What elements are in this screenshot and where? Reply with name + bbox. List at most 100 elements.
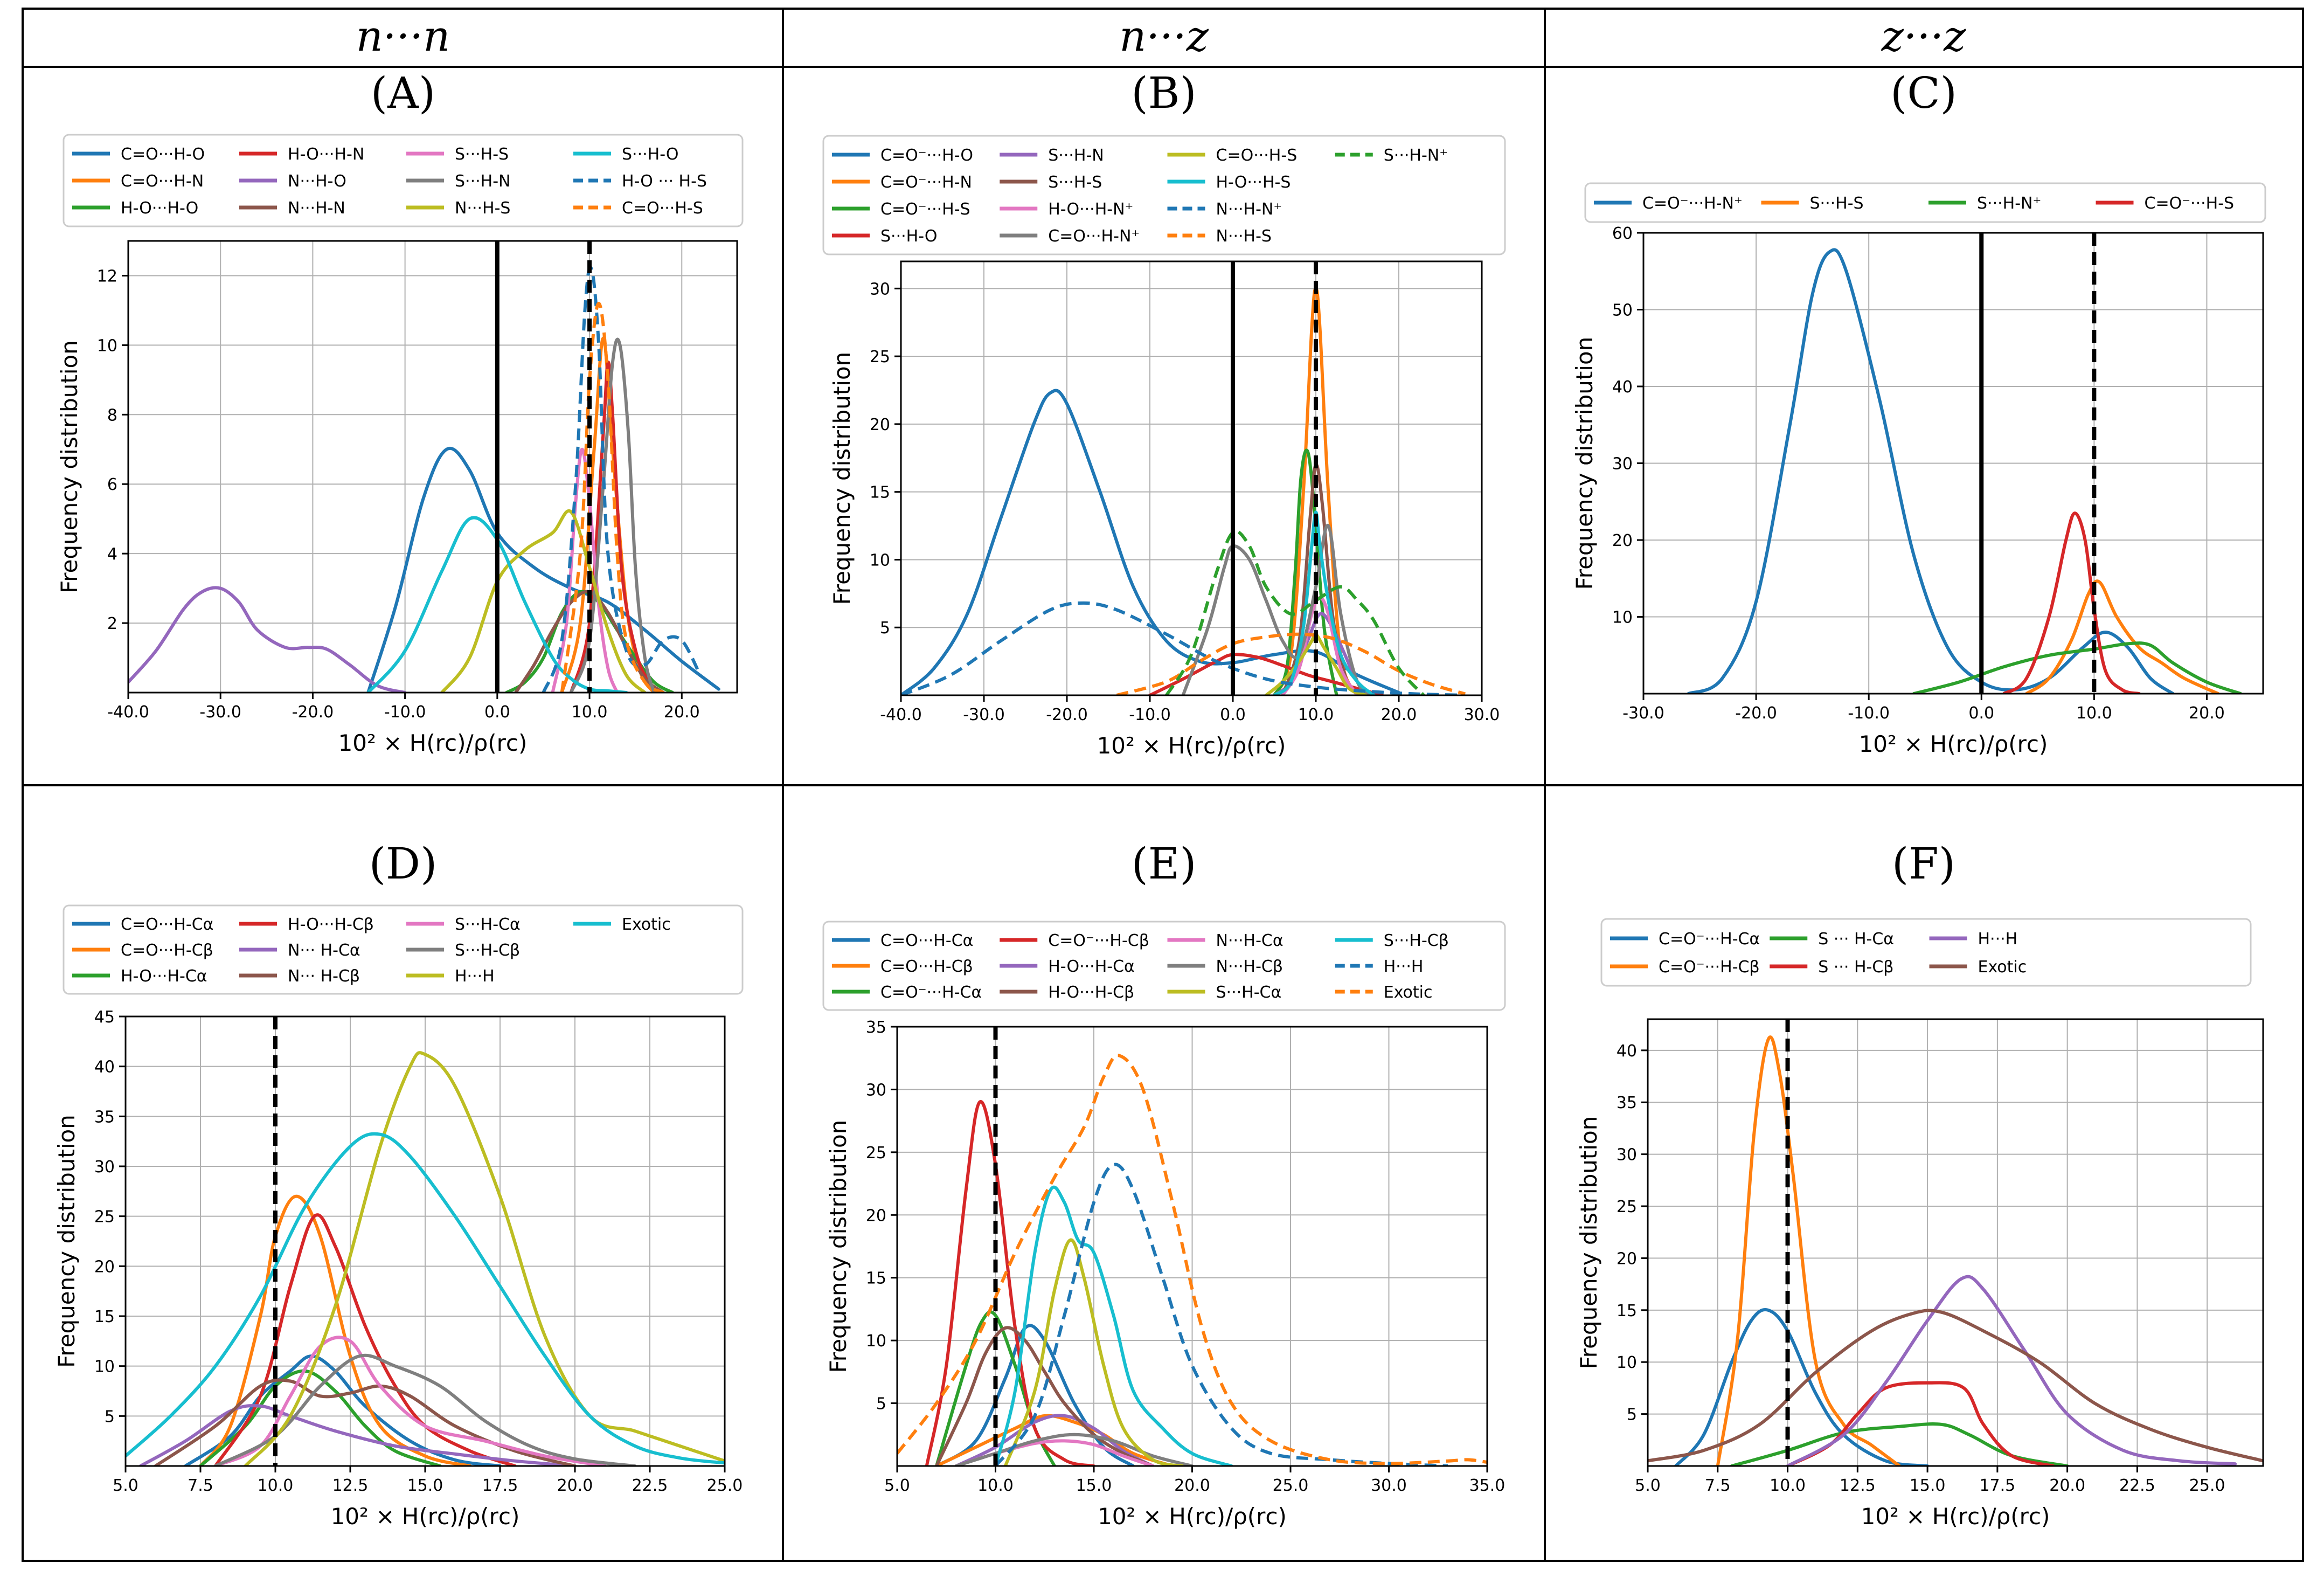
legend: C=O⁻···H-N⁺ S···H-S S···H-N⁺ C=O⁻···H-S [1584,182,2266,223]
series-line [901,389,1400,695]
legend-label: C=O···H-Cβ [880,957,973,976]
x-tick-label: 5.0 [113,1476,138,1495]
y-tick-label: 15 [1617,1302,1637,1320]
legend-label: H···H [455,967,495,986]
legend-label: C=O···H-S [1216,146,1298,165]
x-tick-label: 12.5 [332,1476,369,1495]
x-tick-label: 0.0 [484,703,510,722]
chart-panel-B: (B) -40.0 -30.0 -20.0 -10.0 0.0 10.0 20.0 30.0 5 1… [822,68,1506,759]
y-tick-label: 15 [866,1269,886,1288]
legend-box [822,921,1506,1011]
x-tick-label: 17.5 [482,1476,518,1495]
x-tick-label: 20.0 [1381,706,1417,724]
y-tick-label: 4 [107,545,117,564]
legend-label: S···H-Cα [455,915,521,934]
legend-label: C=O···H-N [121,172,204,191]
y-tick-label: 6 [107,475,117,494]
y-tick-label: 40 [94,1058,115,1077]
y-tick-label: 2 [107,614,117,633]
legend-label: H-O···H-S [1216,173,1291,192]
series-line [1003,1238,1184,1466]
x-axis-label: 10² × H(rᴄ)/ρ(rᴄ) [1098,1503,1287,1530]
series-line [199,1194,472,1466]
legend-label: C=O⁻···H-S [2145,194,2235,213]
x-tick-label: 5.0 [1635,1476,1661,1495]
x-axis-label: 10² × H(rᴄ)/ρ(rᴄ) [1861,1503,2050,1530]
legend-label: C=O···H-O [121,145,205,164]
y-tick-label: 8 [107,406,117,425]
y-tick-label: 30 [870,280,890,299]
legend-label: S···H-N [1048,146,1104,165]
legend-label: Exotic [1384,983,1433,1002]
series-line [551,447,619,693]
series-line [1687,248,2175,694]
series-line [1716,1035,1902,1466]
plot-frame [900,260,1483,696]
plot-frame [1647,1018,2264,1467]
y-tick-label: 60 [1612,224,1633,243]
legend-label: S···H-S [455,145,509,164]
series-line [1273,448,1338,695]
y-tick-label: 10 [1617,1353,1637,1372]
series-line [1148,653,1384,695]
x-tick-label: -30.0 [963,706,1005,724]
y-tick-label: 5 [105,1407,115,1426]
legend: C=O···H-O C=O···H-N H-O···H-O H-O···H-N N···… [63,134,744,227]
y-tick-label: 35 [94,1108,115,1126]
legend-label: H···H [1384,957,1424,976]
series-line [901,601,1466,695]
legend-label: N···H-Cβ [1216,957,1284,976]
y-tick-label: 25 [1617,1198,1637,1216]
legend-label: C=O⁻···H-S [880,200,970,219]
series-line [126,1132,725,1465]
legend-label: N··· H-Cβ [288,967,360,986]
x-tick-label: 25.0 [707,1476,743,1495]
legend-box [63,134,744,227]
y-tick-label: 5 [880,619,890,638]
series-line [994,1185,1233,1466]
series-line [569,337,656,693]
y-tick-label: 5 [1627,1406,1637,1424]
x-tick-label: 5.0 [884,1476,910,1495]
y-tick-label: 25 [94,1208,115,1227]
series-line [213,1353,637,1466]
legend-label: H-O···H-O [121,199,198,218]
legend-label: N···H-S [455,199,510,218]
x-tick-label: 0.0 [1220,706,1246,724]
legend-box [1584,182,2266,223]
x-tick-label: -20.0 [1735,704,1777,723]
y-tick-label: 20 [1617,1249,1637,1268]
panel-title: (E) [1132,839,1197,889]
x-tick-label: 20.0 [2189,704,2225,723]
legend-label: C=O···H-Cα [121,915,213,934]
legend: C=O⁻···H-Cα C=O⁻···H-Cβ S ··· H-Cα S ··· H-… [1600,918,2252,987]
legend-label: H-O···H-N [288,145,364,164]
series-group [1687,248,2243,694]
x-tick-label: -10.0 [1129,706,1171,724]
series-line [925,1100,1095,1466]
x-tick-label: -20.0 [292,703,334,722]
legend-label: H-O···H-Cβ [1048,983,1134,1002]
series-line [954,1433,1194,1466]
legend-label: S···H-Cβ [455,941,520,960]
y-tick-label: 40 [1617,1042,1637,1061]
legend: C=O···H-Cα C=O···H-Cβ H-O···H-Cα H-O···H-Cβ… [63,904,744,995]
legend-label: S ··· H-Cα [1818,930,1894,949]
series-line [1674,1308,1930,1466]
x-tick-label: 7.5 [188,1476,213,1495]
legend-label: N···H-S [1216,227,1272,246]
panel-title: (C) [1890,68,1957,118]
series-line [1116,632,1466,695]
x-tick-label: 25.0 [1273,1476,1309,1495]
x-tick-label: 7.5 [1705,1476,1731,1495]
y-tick-label: 35 [1617,1094,1637,1112]
x-tick-label: 10.0 [2076,704,2112,723]
x-axis-label: 10² × H(rᴄ)/ρ(rᴄ) [338,730,528,756]
panel-title: (F) [1892,839,1955,889]
legend-label: H-O···H-N⁺ [1048,200,1133,219]
y-tick-label: 5 [876,1395,886,1414]
series-line [954,1414,1155,1466]
legend-label: C=O···H-Cα [880,931,973,950]
y-tick-label: 30 [94,1158,115,1177]
